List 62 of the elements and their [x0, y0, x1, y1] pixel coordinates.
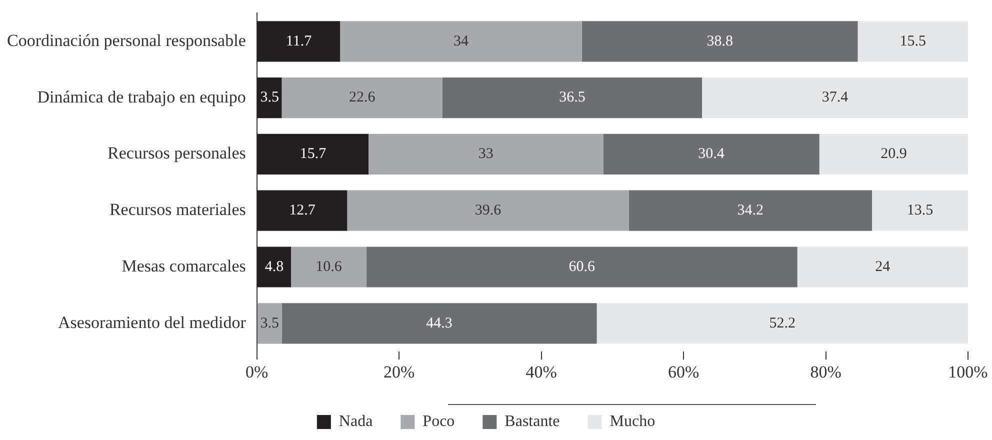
data-label: 60.6	[568, 258, 596, 275]
data-label: 15.7	[300, 146, 327, 162]
bar	[257, 134, 369, 175]
bar	[702, 77, 968, 118]
bar	[340, 21, 582, 62]
data-label: 10.6	[316, 258, 342, 275]
data-label: 12.7	[289, 202, 316, 219]
legend-label: Poco	[422, 413, 455, 430]
legend-label: Mucho	[610, 413, 656, 430]
y-tick-label: Coordinación personal responsable	[6, 30, 246, 50]
y-tick-label: Asesoramiento del medidor	[58, 312, 246, 332]
bar	[257, 246, 292, 288]
bar	[257, 190, 348, 231]
bar	[628, 190, 872, 231]
data-label: 3.5	[260, 90, 279, 106]
x-tick-label: 80%	[810, 362, 842, 382]
data-label: 13.5	[906, 202, 934, 219]
data-label: 36.5	[559, 90, 586, 106]
y-tick-label: Recursos personales	[108, 144, 246, 163]
bar	[257, 77, 282, 118]
data-label: 11.7	[286, 33, 312, 50]
bar	[596, 303, 968, 344]
bar	[366, 246, 798, 288]
data-label: 34.2	[737, 202, 764, 219]
data-label: 20.9	[880, 146, 907, 162]
data-label: 37.4	[822, 90, 849, 106]
data-label: 38.8	[706, 33, 733, 50]
data-label: 34	[453, 33, 469, 50]
data-label: 30.4	[698, 146, 725, 162]
data-label: 33	[478, 146, 494, 162]
data-label: 24	[875, 258, 891, 275]
bar	[347, 190, 629, 231]
data-label: 4.8	[264, 258, 284, 275]
data-label: 52.2	[769, 315, 796, 332]
x-tick-label: 60%	[668, 362, 700, 382]
bar	[282, 303, 597, 344]
data-label: 44.3	[426, 315, 452, 332]
bar	[872, 190, 968, 231]
bar	[291, 246, 366, 288]
bar	[368, 134, 604, 175]
bar	[858, 21, 968, 62]
bar	[257, 21, 340, 62]
x-tick-label: 40%	[526, 362, 557, 382]
data-label: 22.6	[349, 90, 376, 106]
bar	[819, 134, 968, 175]
legend-label: Bastante	[504, 413, 560, 430]
bar	[442, 77, 702, 118]
bar	[282, 77, 442, 118]
bar	[603, 134, 820, 175]
bar	[582, 21, 858, 62]
y-tick-label: Mesas comarcales	[122, 256, 246, 276]
x-tick-label: 0%	[246, 362, 268, 382]
x-tick-label: 20%	[384, 362, 415, 382]
data-label: 39.6	[474, 202, 502, 219]
legend-label: Nada	[338, 413, 373, 430]
data-label: 15.5	[900, 33, 926, 50]
data-label: 3.5	[260, 315, 279, 332]
y-tick-label: Dinámica de trabajo en equipo	[37, 87, 246, 106]
x-tick-label: 100%	[948, 362, 988, 382]
y-tick-label: Recursos materiales	[109, 200, 246, 220]
bar	[257, 303, 282, 344]
bar	[797, 246, 968, 288]
